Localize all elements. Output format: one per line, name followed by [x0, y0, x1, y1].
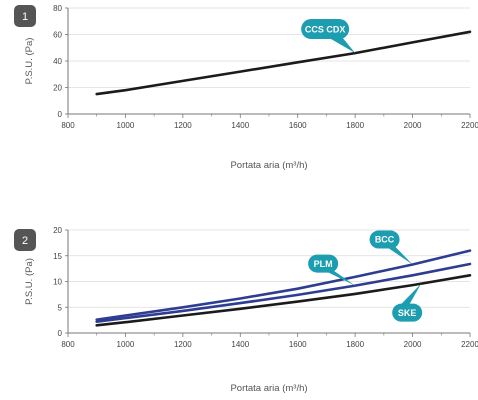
- x-tick-label: 1400: [231, 121, 249, 130]
- x-tick-label: 1200: [174, 121, 192, 130]
- x-tick-label: 1000: [117, 121, 135, 130]
- x-tick-label: 1800: [346, 121, 364, 130]
- x-tick-label: 1600: [289, 340, 307, 349]
- y-axis-title: P.S.U. (Pa): [24, 38, 35, 85]
- x-tick-label: 1800: [346, 340, 364, 349]
- x-tick-label: 2000: [404, 121, 422, 130]
- y-tick-label: 80: [53, 4, 62, 13]
- callout-pointer: [386, 246, 413, 265]
- series-line-bcc: [95, 249, 472, 321]
- x-tick-label: 1600: [289, 121, 307, 130]
- y-tick-label: 20: [53, 226, 62, 235]
- callout-bubble: [308, 254, 339, 273]
- x-tick-label: 2200: [461, 340, 478, 349]
- callout-pointer: [327, 37, 356, 54]
- callout-bubble: [301, 19, 350, 40]
- chart-number-label: 2: [22, 235, 28, 247]
- callout-bubble: [369, 230, 400, 249]
- y-axis-title: P.S.U. (Pa): [24, 258, 35, 305]
- chart-number-badge: [14, 5, 36, 27]
- y-tick-label: 0: [58, 110, 63, 119]
- series-line-ske: [95, 273, 472, 327]
- chart-number-label: 1: [22, 11, 28, 23]
- series-callout: PLM: [308, 254, 356, 286]
- x-tick-label: 2000: [404, 340, 422, 349]
- series-label: BCC: [375, 235, 395, 245]
- callout-pointer: [324, 270, 356, 286]
- x-tick-label: 1000: [117, 340, 135, 349]
- series-line-plm: [95, 262, 472, 324]
- callout-bubble: [392, 303, 423, 322]
- y-tick-label: 10: [53, 278, 62, 287]
- x-tick-label: 800: [61, 340, 75, 349]
- chart-panel-2: 800 1000 1200 1400 1600 1800 2000 2200 0 5 10 15 20 P…: [14, 226, 478, 394]
- series-label: SKE: [398, 308, 417, 318]
- series-label: PLM: [314, 259, 333, 269]
- series-callout: CCS CDX: [301, 19, 356, 54]
- x-tick-label: 1400: [231, 340, 249, 349]
- y-tick-label: 0: [58, 329, 63, 338]
- y-tick-label: 60: [53, 31, 62, 40]
- chart-number-badge: [14, 229, 36, 251]
- x-tick-label: 1200: [174, 340, 192, 349]
- series-label: CCS CDX: [305, 24, 346, 34]
- series-callout: SKE: [392, 283, 423, 322]
- x-tick-label: 800: [61, 121, 75, 130]
- chart-panel-1: 800 1000 1200 1400 1600 1800 2000 2200 0 20 40 60 80…: [14, 4, 478, 171]
- series-line-ccs-cdx: [95, 30, 472, 96]
- x-tick-label: 2200: [461, 121, 478, 130]
- x-axis-title: Portata aria (m³/h): [230, 383, 307, 394]
- y-tick-label: 20: [53, 84, 62, 93]
- series-callout: BCC: [369, 230, 413, 265]
- y-tick-label: 5: [58, 303, 63, 312]
- x-axis-title: Portata aria (m³/h): [230, 160, 307, 171]
- y-tick-label: 15: [53, 252, 62, 261]
- callout-pointer: [399, 283, 422, 306]
- y-tick-label: 40: [53, 57, 62, 66]
